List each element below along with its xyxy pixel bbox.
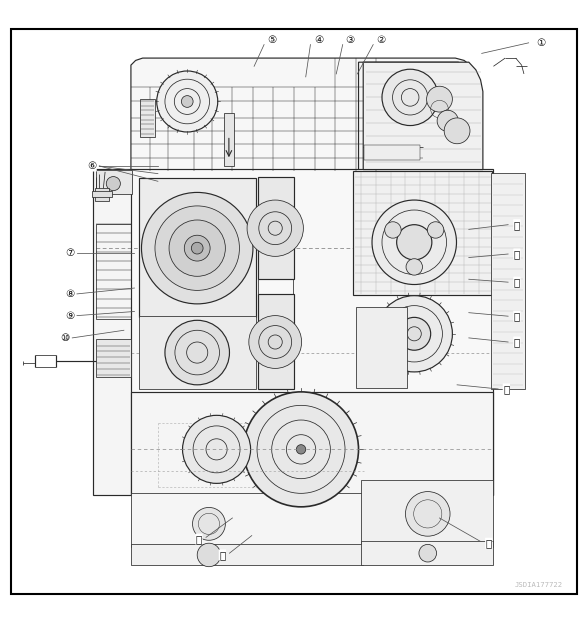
Bar bbox=[96, 339, 131, 377]
Circle shape bbox=[142, 193, 253, 304]
Bar bbox=[131, 392, 493, 495]
Bar bbox=[92, 191, 112, 197]
Circle shape bbox=[191, 242, 203, 254]
Circle shape bbox=[379, 125, 400, 146]
Bar bbox=[96, 169, 132, 194]
Circle shape bbox=[372, 200, 456, 285]
Bar bbox=[96, 224, 131, 318]
Circle shape bbox=[444, 118, 470, 144]
Circle shape bbox=[398, 317, 430, 350]
Polygon shape bbox=[131, 58, 470, 171]
Bar bbox=[258, 176, 294, 279]
Circle shape bbox=[385, 222, 401, 238]
Text: ⑫: ⑫ bbox=[219, 550, 226, 560]
Text: ③: ③ bbox=[346, 36, 355, 45]
Circle shape bbox=[296, 445, 306, 454]
Circle shape bbox=[165, 320, 229, 385]
Circle shape bbox=[181, 95, 193, 107]
Text: ⑭: ⑭ bbox=[503, 384, 509, 394]
Bar bbox=[139, 178, 256, 317]
Circle shape bbox=[192, 507, 225, 540]
Bar bbox=[141, 98, 155, 136]
Text: ⑧: ⑧ bbox=[65, 289, 75, 299]
Circle shape bbox=[406, 492, 450, 536]
Circle shape bbox=[419, 545, 436, 562]
Bar bbox=[131, 545, 363, 565]
Circle shape bbox=[184, 235, 210, 261]
Circle shape bbox=[377, 67, 445, 136]
Bar bbox=[356, 307, 407, 388]
Text: ⑥: ⑥ bbox=[87, 161, 96, 171]
Circle shape bbox=[426, 86, 452, 112]
Bar bbox=[491, 173, 525, 389]
Bar bbox=[362, 480, 493, 548]
Bar bbox=[353, 171, 492, 295]
Circle shape bbox=[106, 176, 121, 191]
Text: ①: ① bbox=[536, 38, 545, 48]
Text: ⑪: ⑪ bbox=[196, 534, 202, 544]
Text: ⑦: ⑦ bbox=[65, 248, 75, 258]
Text: ⑤: ⑤ bbox=[267, 36, 276, 45]
Text: ⑩: ⑩ bbox=[61, 333, 70, 343]
Circle shape bbox=[406, 259, 422, 275]
Bar bbox=[131, 169, 493, 495]
Circle shape bbox=[182, 416, 250, 483]
Text: ⑰: ⑰ bbox=[514, 277, 520, 287]
Circle shape bbox=[249, 316, 302, 368]
Text: ⑨: ⑨ bbox=[65, 311, 75, 321]
Text: ④: ④ bbox=[314, 36, 323, 45]
Text: ⑱: ⑱ bbox=[514, 249, 520, 259]
Circle shape bbox=[425, 97, 454, 126]
Circle shape bbox=[247, 200, 303, 256]
Circle shape bbox=[437, 110, 458, 131]
Circle shape bbox=[243, 392, 359, 507]
Bar bbox=[95, 188, 109, 201]
Bar bbox=[139, 316, 256, 389]
Circle shape bbox=[157, 71, 218, 132]
Circle shape bbox=[376, 296, 452, 372]
Circle shape bbox=[397, 225, 432, 260]
Bar bbox=[362, 541, 493, 565]
Bar bbox=[258, 294, 294, 389]
Text: ②: ② bbox=[376, 36, 386, 45]
Bar bbox=[93, 169, 132, 495]
Polygon shape bbox=[363, 62, 483, 169]
Circle shape bbox=[197, 543, 220, 567]
Circle shape bbox=[382, 69, 438, 126]
Bar bbox=[223, 113, 234, 166]
Bar bbox=[365, 146, 420, 160]
Polygon shape bbox=[359, 62, 470, 171]
Text: ⑯: ⑯ bbox=[514, 312, 520, 321]
Circle shape bbox=[155, 206, 239, 290]
Bar bbox=[131, 493, 363, 548]
Text: JSDIA177722: JSDIA177722 bbox=[514, 583, 563, 588]
Circle shape bbox=[169, 220, 225, 277]
Text: ⑬: ⑬ bbox=[486, 538, 492, 548]
Text: ⑲: ⑲ bbox=[514, 220, 520, 230]
Text: ⑮: ⑮ bbox=[514, 337, 520, 347]
Circle shape bbox=[427, 222, 444, 238]
